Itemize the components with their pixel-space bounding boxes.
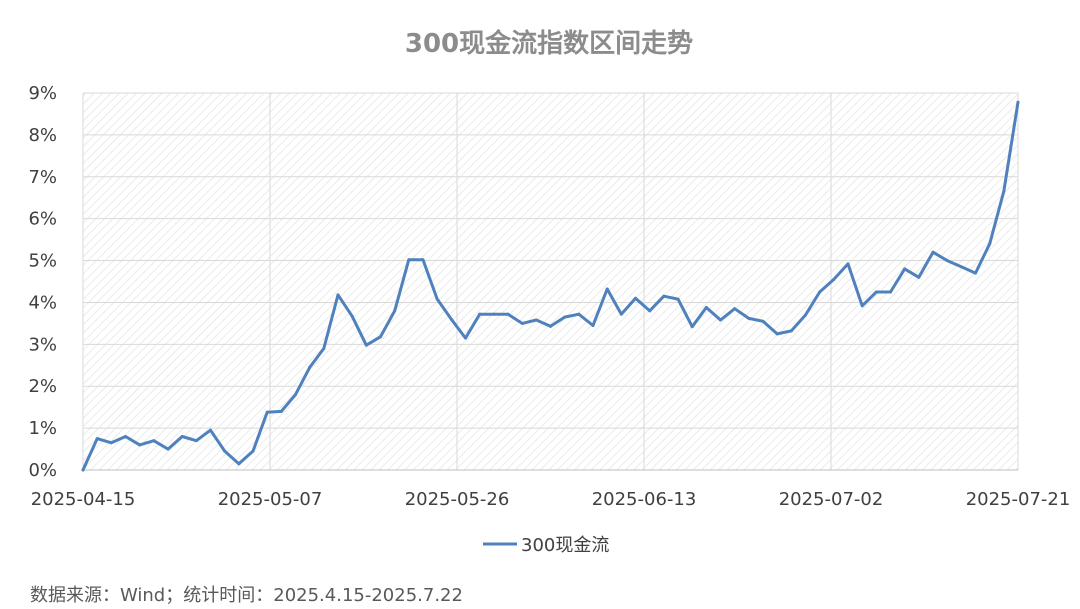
data-point: [662, 294, 666, 298]
data-point: [180, 434, 184, 438]
x-axis: 2025-04-15 2025-05-07 2025-05-26 2025-06-13…: [31, 489, 1071, 510]
data-point: [534, 318, 538, 322]
x-tick-label: 2025-07-02: [779, 489, 884, 510]
data-point: [619, 312, 623, 316]
x-tick-label: 2025-04-15: [31, 489, 136, 510]
data-point: [95, 437, 99, 441]
data-point: [704, 305, 708, 309]
data-point: [294, 393, 297, 397]
data-point: [804, 313, 807, 317]
data-point: [577, 312, 581, 316]
data-point: [251, 449, 255, 453]
data-point: [308, 365, 312, 369]
data-point: [506, 312, 510, 316]
series-layer: [81, 100, 1020, 472]
data-point: [676, 297, 680, 301]
data-point: [520, 321, 524, 325]
data-point: [903, 267, 907, 271]
data-point: [818, 290, 822, 294]
data-point: [931, 250, 935, 254]
x-tick-label: 2025-07-21: [966, 489, 1071, 510]
data-point: [648, 309, 652, 313]
data-point: [109, 441, 113, 445]
data-point: [846, 262, 850, 266]
y-tick-label: 8%: [28, 125, 57, 146]
data-point: [464, 336, 467, 340]
data-point: [747, 316, 751, 320]
legend: 300现金流: [483, 535, 609, 556]
y-tick-label: 0%: [28, 460, 57, 481]
data-point: [364, 343, 368, 347]
data-point: [591, 323, 595, 327]
gridlines: [82, 92, 1019, 471]
data-point: [945, 259, 949, 263]
data-point: [959, 265, 963, 269]
y-tick-label: 9%: [28, 83, 57, 104]
data-point: [974, 271, 977, 275]
x-tick-label: 2025-06-13: [592, 489, 697, 510]
data-point: [223, 449, 227, 453]
y-axis: 0% 1% 2% 3% 4% 5% 6% 7% 8% 9%: [28, 83, 57, 481]
y-tick-label: 3%: [28, 334, 57, 355]
data-point: [988, 242, 992, 246]
y-tick-label: 5%: [28, 251, 57, 272]
plot-area: [83, 93, 1018, 470]
data-point: [322, 347, 326, 351]
data-point: [124, 434, 127, 438]
source-note: 数据来源：Wind；统计时间：2025.4.15-2025.7.22: [30, 585, 463, 606]
data-point: [1002, 189, 1006, 193]
data-point: [209, 428, 212, 432]
data-point: [563, 315, 567, 319]
data-point: [1016, 100, 1020, 104]
data-point: [719, 318, 722, 322]
data-point: [917, 275, 921, 279]
data-point: [138, 443, 142, 447]
data-point: [860, 304, 864, 308]
data-point: [393, 309, 397, 313]
data-point: [407, 258, 411, 262]
y-tick-label: 2%: [28, 376, 57, 397]
data-point: [379, 335, 382, 339]
data-point: [761, 319, 765, 323]
data-point: [832, 277, 836, 281]
data-point: [690, 325, 694, 329]
y-tick-label: 1%: [28, 418, 57, 439]
data-point: [81, 468, 85, 472]
data-point: [449, 317, 453, 321]
data-point: [634, 296, 637, 300]
data-point: [265, 410, 269, 414]
data-point: [605, 287, 609, 291]
data-point: [350, 314, 354, 318]
data-point: [492, 312, 496, 316]
x-tick-label: 2025-05-26: [405, 489, 510, 510]
legend-label: 300现金流: [521, 535, 609, 556]
data-point: [889, 290, 892, 294]
data-point: [775, 332, 779, 336]
data-point: [421, 258, 425, 262]
data-point: [237, 462, 241, 466]
y-tick-label: 4%: [28, 292, 57, 313]
data-point: [166, 447, 170, 451]
y-tick-label: 6%: [28, 209, 57, 230]
data-point: [194, 439, 198, 443]
data-point: [549, 324, 552, 328]
data-point: [733, 307, 737, 311]
y-tick-label: 7%: [28, 167, 57, 188]
data-point: [336, 293, 340, 297]
data-point: [435, 297, 439, 301]
x-tick-label: 2025-05-07: [218, 489, 323, 510]
chart-title: 300现金流指数区间走势: [405, 28, 693, 59]
data-point: [279, 409, 283, 413]
data-point: [789, 329, 793, 333]
data-point: [874, 290, 878, 294]
data-point: [478, 312, 482, 316]
data-point: [152, 439, 156, 443]
